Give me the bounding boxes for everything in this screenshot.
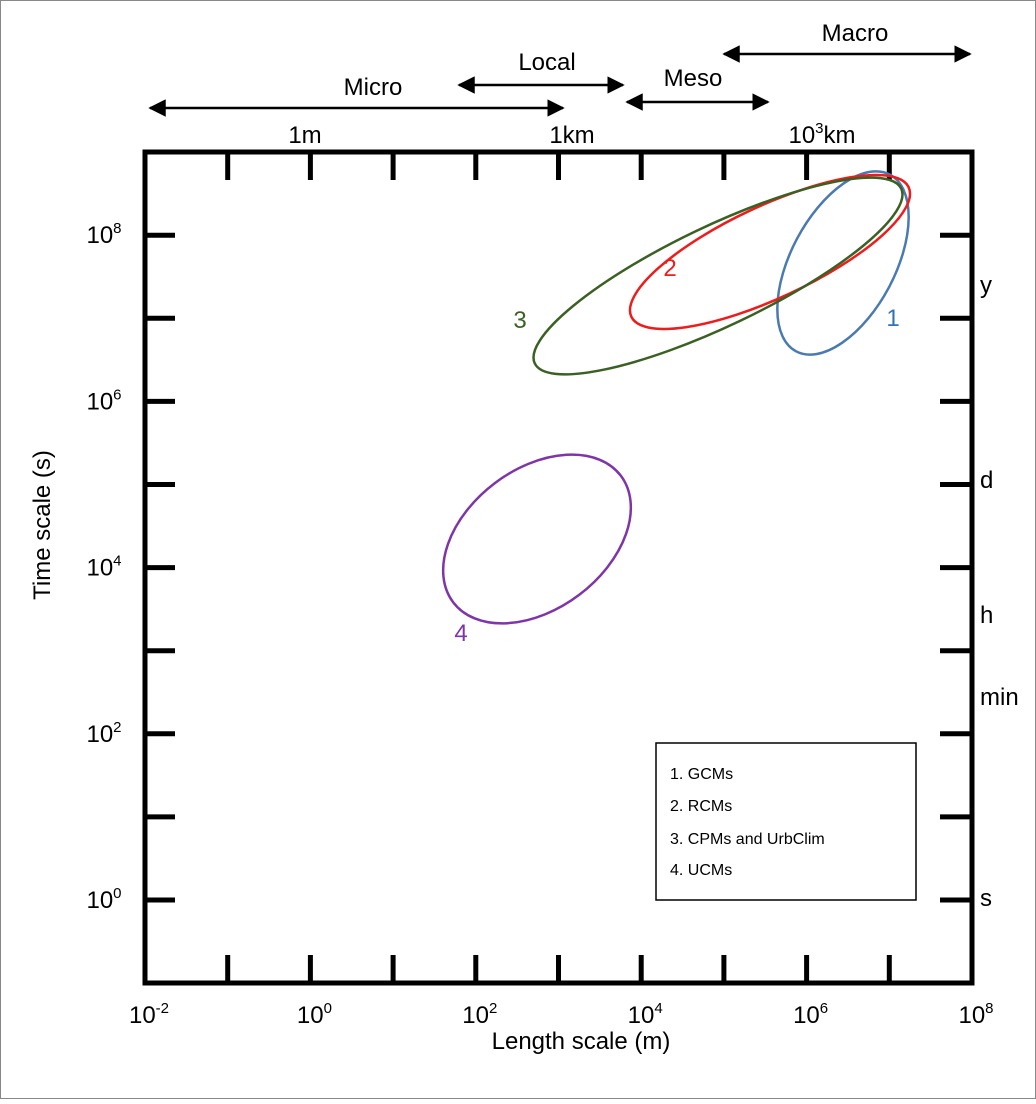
label-base: 10	[628, 1002, 655, 1029]
plot-frame	[142, 149, 975, 986]
x-tick-label: 108	[958, 1000, 993, 1029]
legend-entry: 3. CPMs and UrbClim	[670, 831, 825, 848]
y-tick-label: 104	[86, 553, 121, 582]
label-base: 10	[793, 1002, 820, 1029]
right-label: s	[980, 885, 992, 912]
region-label: 2	[663, 255, 676, 282]
label-base: 10	[129, 1002, 156, 1029]
region-ellipse	[532, 176, 904, 376]
y-tick-label: 108	[86, 220, 121, 249]
y-tick-label: 102	[86, 719, 121, 748]
label-exp: 3	[815, 120, 823, 137]
label-exp: 8	[113, 220, 121, 237]
y-axis-title: Time scale (s)	[29, 450, 56, 600]
label-exp: 4	[654, 1000, 662, 1017]
right-label: min	[980, 684, 1019, 711]
top-label: 1km	[549, 122, 594, 149]
y-tick-label: 100	[86, 885, 121, 914]
label-base: 10	[958, 1002, 985, 1029]
x-tick-labels: 10-2 100 102 104 106 108	[129, 1000, 994, 1029]
label-base: 10	[86, 721, 113, 748]
label-exp: 4	[113, 553, 121, 570]
right-label: d	[980, 467, 993, 494]
label-unit: km	[824, 122, 856, 149]
legend-entry: 4. UCMs	[670, 862, 732, 879]
right-label: h	[980, 602, 993, 629]
region-ellipse	[441, 453, 633, 625]
right-label: y	[980, 272, 992, 299]
top-label: 103km	[788, 120, 855, 149]
label-exp: 0	[113, 885, 121, 902]
label-exp: 2	[489, 1000, 497, 1017]
y-tick-label: 106	[86, 386, 121, 415]
label-base: 10	[86, 222, 113, 249]
band-label: Local	[518, 49, 575, 76]
x-tick-label: 100	[297, 1000, 332, 1029]
region-ellipse	[776, 170, 910, 356]
region-label: 1	[886, 305, 899, 332]
x-tick-label: 102	[462, 1000, 497, 1029]
label-exp: 6	[113, 386, 121, 403]
label-exp: 2	[113, 719, 121, 736]
x-axis-title: Length scale (m)	[492, 1028, 671, 1055]
region-label: 4	[454, 620, 467, 647]
x-tick-label: 104	[628, 1000, 663, 1029]
label-exp: -2	[156, 1000, 169, 1017]
label-exp: 8	[985, 1000, 993, 1017]
top-label: 1m	[288, 122, 321, 149]
legend-box	[655, 742, 917, 901]
region-ellipse	[628, 173, 912, 331]
x-tick-label: 10-2	[129, 1000, 169, 1029]
region-label: 3	[513, 307, 526, 334]
label-base: 10	[788, 122, 815, 149]
label-base: 10	[297, 1002, 324, 1029]
label-base: 10	[86, 388, 113, 415]
scale-arrows	[148, 45, 972, 117]
x-tick-label: 106	[793, 1000, 828, 1029]
legend-entry: 2. RCMs	[670, 798, 732, 815]
label-exp: 6	[820, 1000, 828, 1017]
label-base: 10	[462, 1002, 489, 1029]
band-label: Macro	[822, 20, 889, 47]
band-label: Meso	[664, 65, 723, 92]
regions	[441, 170, 912, 625]
label-base: 10	[86, 887, 113, 914]
label-exp: 0	[324, 1000, 332, 1017]
label-base: 10	[86, 555, 113, 582]
band-label: Micro	[344, 74, 403, 101]
ticks	[145, 152, 972, 983]
legend-entry: 1. GCMs	[670, 766, 733, 783]
